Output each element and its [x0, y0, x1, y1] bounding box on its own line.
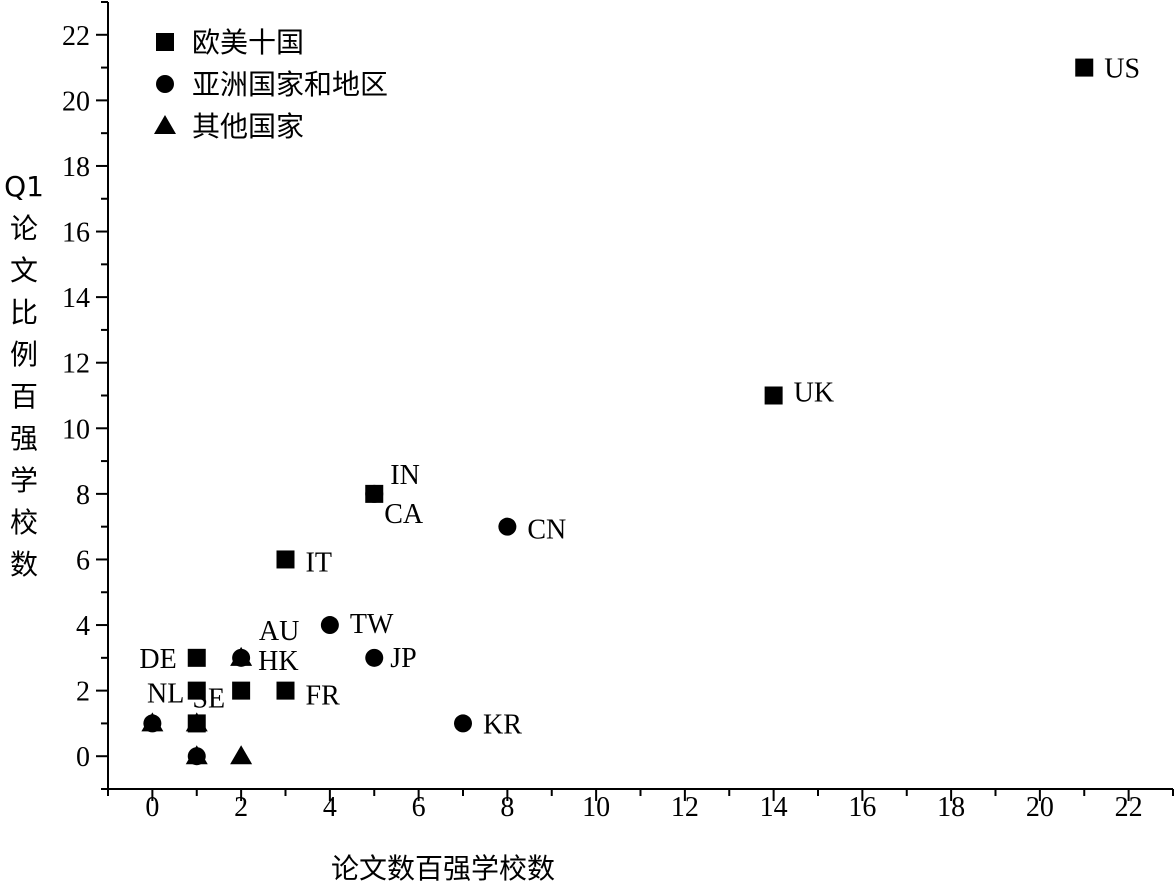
legend-square-marker [156, 33, 174, 51]
y-tick-label: 8 [76, 480, 90, 511]
circle-point [498, 517, 517, 536]
triangle-point [230, 646, 253, 666]
x-tick-label: 20 [1026, 792, 1054, 823]
point-label-kr: KR [483, 709, 522, 740]
data-points [141, 58, 1094, 766]
legend-label: 欧美十国 [192, 26, 304, 59]
x-tick-label: 6 [412, 792, 426, 823]
x-tick-label: 16 [848, 792, 876, 823]
y-tick-label: 18 [62, 152, 90, 183]
square-point [276, 550, 295, 569]
y-tick-label: 0 [76, 742, 90, 773]
legend-label: 其他国家 [192, 110, 304, 143]
point-label-tw: TW [350, 609, 394, 640]
x-tick-label: 14 [760, 792, 788, 823]
y-tick-label: 4 [76, 611, 90, 642]
circle-point [365, 484, 384, 503]
point-label-hk: HK [258, 646, 298, 677]
tick-marks [96, 1, 1174, 801]
point-label-jp: JP [390, 643, 416, 674]
y-tick-label: 14 [62, 283, 90, 314]
point-label-uk: UK [794, 378, 834, 409]
point-label-ca: CA [384, 499, 424, 530]
legend-triangle-marker [154, 115, 176, 134]
point-label-se: SE [192, 683, 225, 714]
y-tick-label: 10 [62, 414, 90, 445]
x-tick-label: 12 [671, 792, 699, 823]
point-label-it: IT [306, 547, 332, 578]
x-tick-label: 22 [1115, 792, 1143, 823]
x-tick-label: 4 [323, 792, 337, 823]
y-tick-label: 2 [76, 677, 90, 708]
series-triangle [141, 646, 253, 765]
point-label-us: US [1104, 54, 1140, 85]
point-label-cn: CN [527, 515, 566, 546]
square-point [1075, 58, 1094, 77]
y-tick-label: 16 [62, 218, 90, 249]
square-point [187, 681, 206, 700]
point-label-au: AU [259, 616, 299, 647]
point-label-de: DE [139, 644, 176, 675]
circle-point [365, 648, 384, 667]
triangle-point [185, 745, 208, 765]
triangle-point [230, 745, 253, 765]
legend-circle-marker [156, 75, 174, 93]
legend-label: 亚洲国家和地区 [192, 68, 388, 101]
square-point [764, 386, 783, 405]
y-tick-label: 22 [62, 21, 90, 52]
square-point [187, 648, 206, 667]
circle-point [454, 714, 472, 733]
series-square [187, 58, 1094, 733]
triangle-point [141, 712, 164, 732]
circle-point [320, 616, 339, 635]
square-point [276, 681, 295, 700]
tick-labels: 0 2 4 6 8 10 12 14 16 18 20 22 0 2 4 6 8 10 12 14 16 18 20 22 [62, 21, 1143, 823]
point-label-nl: NL [147, 678, 184, 709]
y-tick-label: 20 [62, 86, 90, 117]
point-label-fr: FR [306, 681, 341, 712]
square-point [232, 681, 251, 700]
x-tick-label: 10 [582, 792, 610, 823]
point-label-in: IN [390, 460, 420, 491]
y-axis-title: Q1 论文比例百强学校数 [4, 170, 44, 581]
x-axis-title: 论文数百强学校数 [331, 852, 555, 885]
y-tick-label: 6 [76, 545, 90, 576]
x-tick-label: 2 [234, 792, 248, 823]
triangle-point [185, 712, 208, 732]
x-tick-label: 0 [145, 792, 159, 823]
y-tick-label: 12 [62, 349, 90, 380]
x-tick-label: 18 [937, 792, 965, 823]
x-tick-label: 8 [500, 792, 514, 823]
